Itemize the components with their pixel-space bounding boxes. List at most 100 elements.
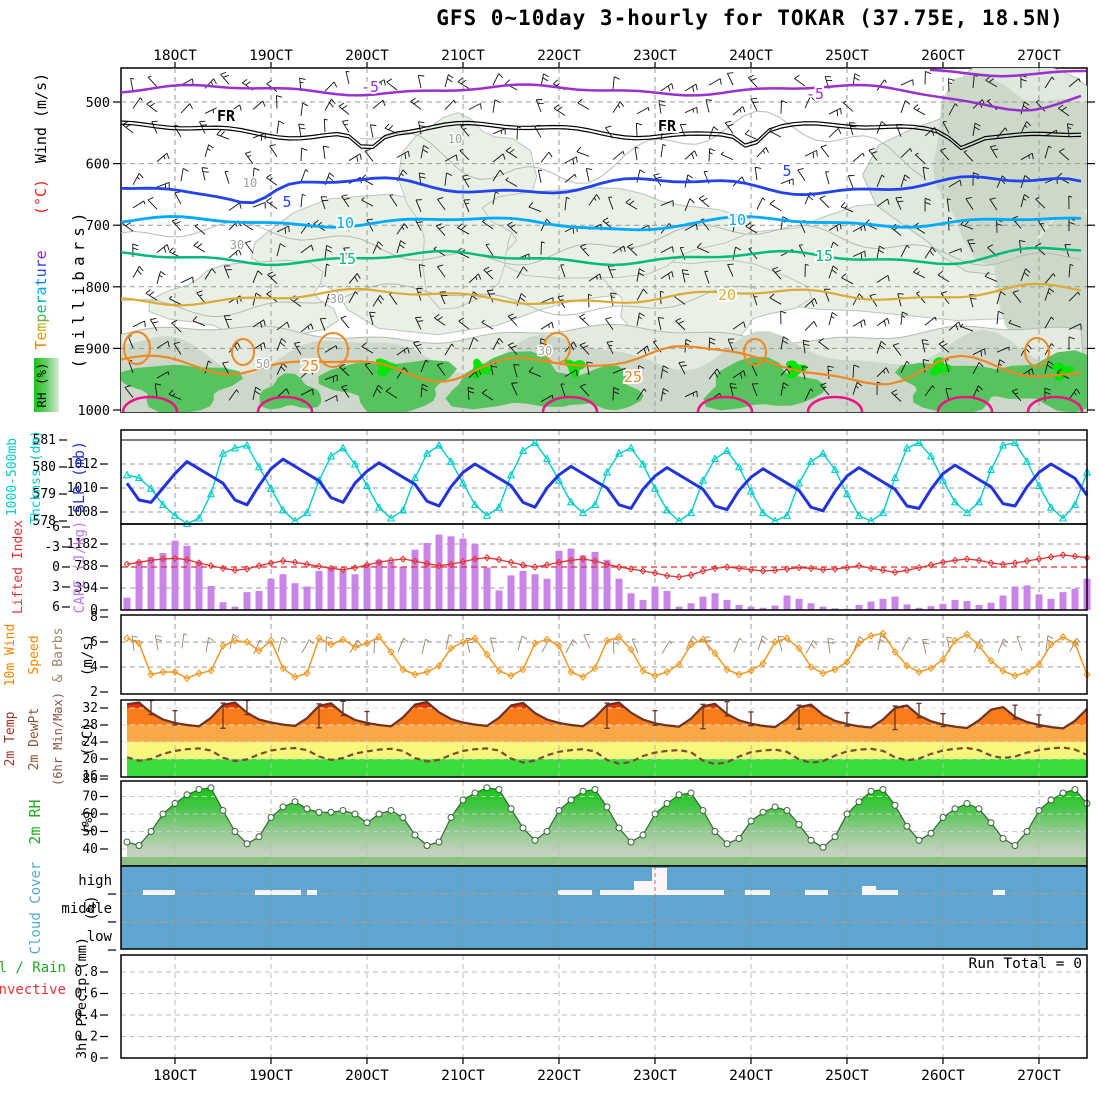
wind-barb [972, 362, 980, 375]
cloud-row-label: low [87, 929, 113, 945]
thickness-marker [231, 443, 239, 452]
wind-barb [199, 121, 206, 134]
wind-barb [252, 100, 264, 110]
wind-barb-feather [551, 395, 554, 399]
wind-barb-feather [869, 293, 876, 297]
rh-marker [483, 784, 491, 792]
thickness-marker [927, 452, 935, 460]
wind-barb-feather [302, 102, 309, 107]
wind-barb-feather [739, 637, 743, 641]
cape-bar [423, 542, 431, 610]
lifted-index-marker [567, 556, 575, 564]
wind-barb-feather [909, 148, 913, 152]
axis-title-slp: SLP (mb) [70, 441, 88, 513]
wind-barb [754, 167, 758, 181]
wind-speed-marker [351, 643, 359, 651]
temp-contours [121, 68, 1087, 412]
wind-barb-feather [897, 293, 904, 295]
wind-barb-feather [719, 78, 722, 85]
wind-barb-feather [782, 386, 786, 389]
wind-barb-feather [523, 266, 528, 272]
rh-marker [819, 843, 827, 851]
rh-marker [243, 840, 251, 848]
temp-contour-25-loop [231, 338, 255, 366]
wind-barb-feather [257, 270, 263, 276]
wind-barb-feather [749, 224, 755, 229]
rh-marker [1071, 786, 1079, 793]
cape-bar [543, 578, 551, 610]
wind-barb-feather [713, 126, 719, 131]
cape-bar [327, 567, 335, 610]
wind-barb-feather [963, 150, 968, 153]
temp-band [127, 759, 1087, 777]
wind-barb [852, 319, 865, 327]
wind-barb [420, 384, 423, 398]
wind-barb [636, 345, 648, 355]
wind-barb [612, 245, 625, 254]
high-cloud-bar [876, 890, 898, 895]
wind-barb-feather [931, 129, 935, 136]
wind-barb-feather [451, 343, 455, 347]
wind-speed-marker [483, 650, 491, 659]
thickness-marker [423, 449, 431, 457]
wind-barb [965, 198, 974, 210]
wind-barb [948, 321, 960, 331]
temp-contour-30-arc [806, 395, 864, 412]
wind-barb-feather [281, 338, 287, 343]
wind-barb [366, 219, 374, 232]
wind-barb [708, 368, 718, 380]
wind-barb-feather [199, 120, 206, 123]
wind-speed-marker [531, 639, 539, 647]
wind-barb-feather [1068, 336, 1075, 340]
wind-speed-marker [387, 648, 395, 656]
lifted-index-marker [219, 564, 227, 572]
lifted-index-marker [1071, 552, 1079, 560]
rh-shading-blob [1052, 362, 1075, 381]
wind-barb-feather [646, 345, 650, 352]
wind-barb-feather [279, 243, 286, 248]
wind-barb-feather [830, 315, 835, 319]
rh-shading-blob [930, 357, 952, 376]
wind-barb-feather [610, 292, 617, 295]
cape-bar [447, 536, 455, 610]
temp-contour-label: 20 [718, 286, 736, 304]
wind-barb-feather [662, 126, 667, 130]
wind-barb-feather [883, 320, 887, 327]
thickness-marker [711, 454, 719, 463]
wind-barb-feather [548, 151, 553, 158]
wind-barb [825, 171, 830, 185]
wind-barb [276, 120, 280, 134]
temp-contour-label: 25 [301, 357, 319, 375]
wind-barb [828, 265, 834, 279]
wind-barb [468, 291, 474, 304]
wind-barb-feather [149, 291, 155, 296]
chart-title: GFS 0~10day 3-hourly for TOKAR (37.75E, … [436, 6, 1064, 30]
rh-marker [831, 833, 839, 841]
wind-barb-feather [460, 79, 467, 85]
wind-speed-marker [435, 662, 443, 670]
lifted-index-marker [1023, 557, 1031, 565]
wind-barb [708, 148, 711, 162]
wind-barb [973, 638, 982, 653]
wind-barb-feather [496, 341, 500, 345]
rh-marker [867, 787, 875, 795]
wind-barb-feather [326, 636, 333, 640]
wind-barb-feather [996, 223, 1003, 227]
rh-marker [399, 814, 407, 821]
cape-bar [795, 598, 803, 610]
thickness-marker [939, 476, 947, 484]
precip-legend-total-rain: Total / Rain [0, 960, 66, 976]
wind-barb [396, 150, 409, 158]
wind-barb-feather [660, 290, 664, 293]
wind-barb [131, 635, 135, 651]
temp-contour-label: -5 [361, 78, 379, 96]
wind-speed-marker [963, 630, 971, 639]
wind-barb-feather [765, 147, 769, 153]
lifted-index-marker [339, 566, 347, 574]
panel-border [120, 865, 1088, 950]
cape-bar [987, 602, 995, 610]
wind-barb-feather [974, 126, 980, 131]
wind-barb-feather [486, 269, 493, 273]
wind-barb-feather [709, 148, 716, 152]
wind-barb [173, 343, 182, 355]
